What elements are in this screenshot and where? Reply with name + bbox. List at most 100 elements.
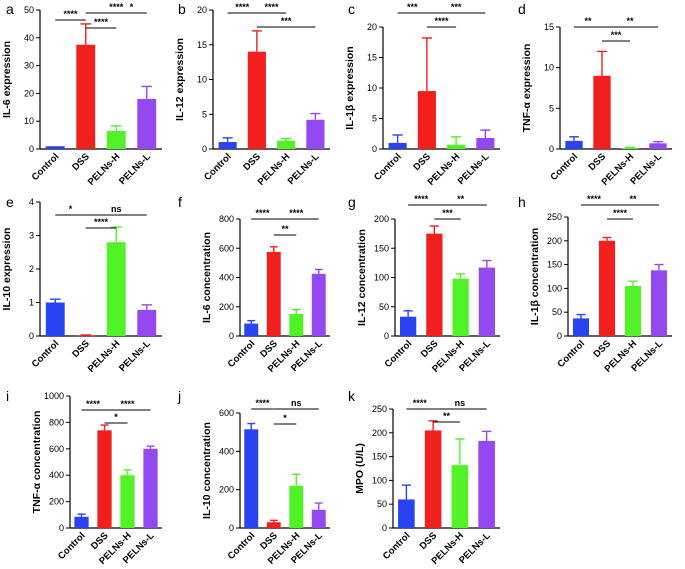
bar-control — [218, 142, 237, 149]
panel-letter: e — [6, 194, 14, 210]
panel-h: h IL-1β concentration 0 50 100 150 200 250 Contr… — [518, 194, 672, 375]
panel-letter: b — [178, 1, 186, 17]
category-label: Control — [56, 530, 88, 562]
y-tick-label: 600 — [219, 243, 234, 253]
panel-letter: c — [348, 1, 355, 17]
bar-control — [74, 516, 89, 528]
y-axis-label: IL-12 expression — [174, 38, 186, 121]
significance-label: **** — [63, 9, 78, 19]
bar-dss — [266, 251, 281, 336]
y-tick-label: 4 — [29, 197, 34, 207]
panel-e: e IL-10 expression 0 1 2 3 4 Control DSSPELNs-HP… — [1, 194, 162, 375]
significance-label: ** — [629, 194, 637, 204]
category-label: Control — [555, 338, 587, 370]
category-label: PELNs-L — [456, 151, 492, 187]
panel-letter: a — [6, 1, 14, 17]
y-tick-label: 10 — [544, 63, 554, 73]
panel-letter: d — [518, 1, 526, 17]
y-tick-label: 150 — [374, 243, 389, 253]
significance-label: **** — [289, 208, 304, 218]
y-tick-label: 10 — [367, 83, 377, 93]
category-label: DSS — [419, 338, 441, 360]
y-tick-label: 100 — [372, 475, 387, 485]
category-label: PELNs-H — [86, 151, 123, 188]
y-tick-label: 5 — [372, 114, 377, 124]
significance-label: *** — [281, 16, 292, 26]
y-tick-label: 0 — [29, 331, 34, 341]
significance-label: **** — [255, 398, 270, 408]
y-tick-label: 2 — [29, 264, 34, 274]
category-label: Control — [202, 151, 234, 183]
category-label: PELNs-L — [117, 338, 153, 374]
significance-label: **** — [413, 398, 428, 408]
bar-pelns-l — [649, 143, 667, 149]
y-axis-label: MPO (U/L) — [354, 443, 366, 494]
y-tick-label: 400 — [219, 273, 234, 283]
bar-pelns-h — [289, 485, 304, 528]
category-label: DSS — [418, 530, 440, 552]
bar-dss — [598, 240, 616, 336]
significance-label: ns — [111, 204, 122, 214]
y-tick-label: 15 — [367, 53, 377, 63]
category-label: Control — [381, 530, 413, 562]
bar-pelns-l — [137, 309, 157, 336]
y-tick-label: 0 — [372, 144, 377, 154]
y-tick-label: 150 — [372, 452, 387, 462]
significance-label: **** — [434, 16, 449, 26]
y-tick-label: 250 — [372, 404, 387, 414]
y-tick-label: 0 — [549, 144, 554, 154]
y-tick-label: 150 — [547, 260, 562, 270]
y-tick-label: 0 — [229, 523, 234, 533]
significance-label: ns — [455, 398, 466, 408]
y-tick-label: 200 — [219, 302, 234, 312]
significance-label: **** — [414, 194, 429, 204]
y-tick-label: 400 — [49, 470, 64, 480]
y-tick-label: 30 — [24, 61, 34, 71]
bar-pelns-l — [311, 509, 326, 528]
y-tick-label: 0 — [59, 523, 64, 533]
category-label: Control — [30, 151, 62, 183]
y-tick-label: 50 — [377, 499, 387, 509]
y-axis-label: IL-12 concentration — [356, 229, 368, 326]
significance-label: **** — [235, 2, 250, 12]
significance-label: ** — [443, 411, 451, 421]
category-label: PELNs-L — [286, 151, 322, 187]
bar-pelns-h — [451, 465, 469, 528]
y-tick-label: 20 — [197, 5, 207, 15]
y-tick-label: 250 — [547, 212, 562, 222]
significance-label: *** — [451, 2, 462, 12]
y-tick-label: 0 — [384, 331, 389, 341]
significance-label: ** — [457, 194, 465, 204]
category-label: DSS — [587, 151, 609, 173]
y-tick-label: 200 — [219, 485, 234, 495]
y-axis-label: IL-10 expression — [1, 228, 13, 311]
y-tick-label: 200 — [49, 497, 64, 507]
y-tick-label: 200 — [372, 428, 387, 438]
bar-pelns-l — [478, 267, 496, 336]
y-tick-label: 5 — [549, 103, 554, 113]
y-axis-label: IL-1β concentration — [529, 228, 541, 325]
y-axis-label: IL-10 concentration — [201, 422, 213, 519]
bar-control — [398, 499, 415, 528]
y-tick-label: 800 — [49, 417, 64, 427]
bar-dss — [424, 430, 442, 528]
significance-label: * — [283, 413, 287, 423]
y-tick-label: 800 — [219, 214, 234, 224]
bar-pelns-l — [137, 98, 157, 149]
y-tick-label: 200 — [547, 236, 562, 246]
y-tick-label: 1 — [29, 298, 34, 308]
significance-label: **** — [255, 208, 270, 218]
panel-letter: f — [178, 194, 182, 210]
category-label: PELNs-L — [628, 151, 664, 187]
bar-dss — [266, 522, 281, 528]
significance-label: ** — [281, 224, 289, 234]
y-tick-label: 0 — [382, 523, 387, 533]
bar-pelns-l — [311, 273, 326, 336]
category-label: DSS — [241, 151, 263, 173]
significance-label: ** — [584, 16, 592, 26]
